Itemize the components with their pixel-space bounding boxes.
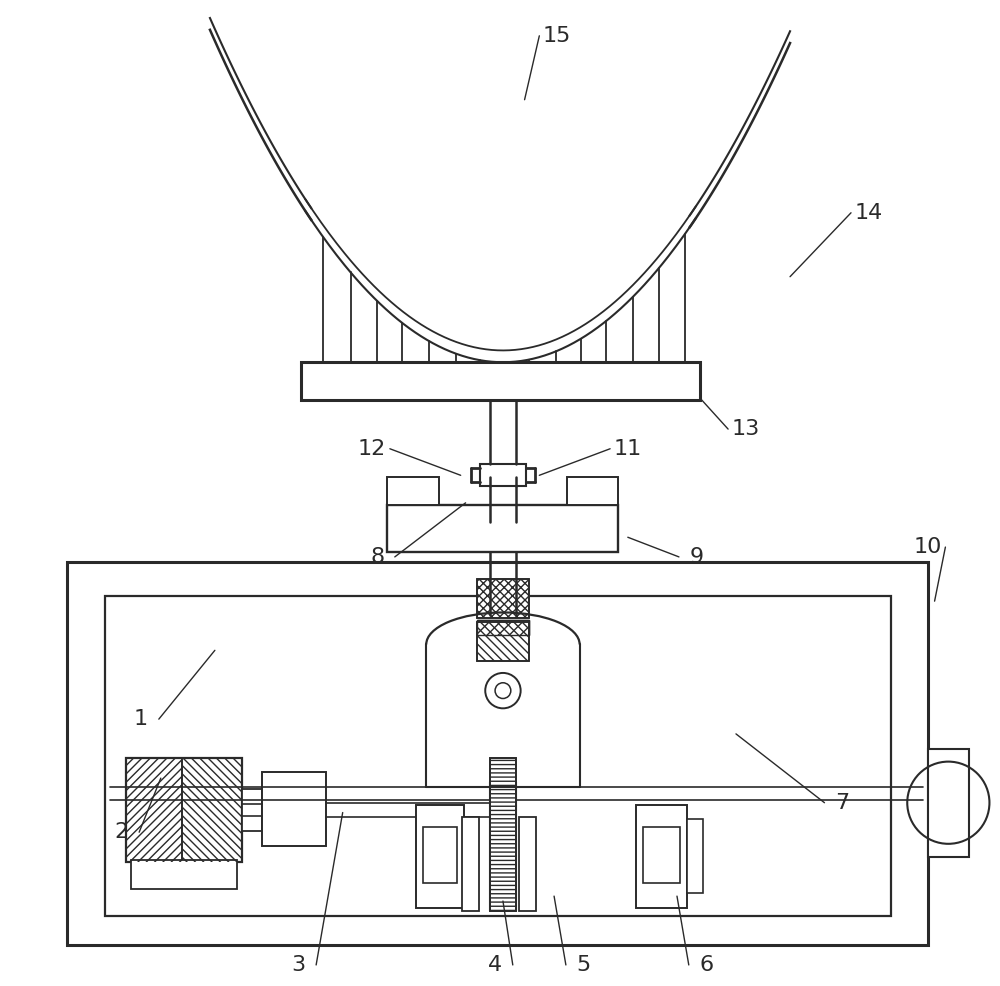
Text: 2: 2 — [114, 822, 129, 842]
Text: 5: 5 — [576, 955, 591, 975]
Bar — [477, 622, 529, 662]
Bar — [636, 805, 687, 908]
Bar — [643, 827, 680, 883]
Text: 10: 10 — [914, 537, 942, 557]
Text: 13: 13 — [732, 419, 760, 439]
Bar — [387, 477, 439, 505]
Bar — [477, 620, 529, 635]
Bar — [490, 758, 516, 911]
Text: 8: 8 — [370, 547, 384, 567]
Bar — [301, 362, 700, 399]
Bar — [67, 562, 928, 946]
Bar — [126, 758, 182, 862]
Bar — [423, 827, 457, 883]
Text: 11: 11 — [614, 439, 642, 458]
Bar — [462, 817, 479, 911]
Bar — [567, 477, 618, 505]
Bar — [519, 817, 536, 911]
Bar — [477, 579, 529, 618]
Text: 9: 9 — [690, 547, 704, 567]
Bar — [126, 758, 242, 862]
Bar — [262, 772, 326, 846]
Bar — [477, 622, 529, 662]
Bar — [480, 464, 526, 486]
Bar — [387, 505, 618, 552]
Text: 14: 14 — [855, 203, 883, 223]
Bar — [477, 620, 529, 635]
Text: 15: 15 — [543, 26, 571, 45]
Bar — [928, 748, 969, 857]
Text: 3: 3 — [291, 955, 306, 975]
Bar — [182, 758, 242, 862]
Text: 4: 4 — [488, 955, 502, 975]
Bar — [242, 790, 262, 831]
Bar — [490, 758, 516, 911]
Bar — [477, 579, 529, 618]
Bar — [687, 819, 703, 893]
Bar — [105, 597, 891, 916]
Text: 1: 1 — [134, 709, 148, 729]
Text: 7: 7 — [835, 793, 849, 812]
Bar — [416, 805, 464, 908]
Text: 12: 12 — [358, 439, 386, 458]
Text: 6: 6 — [699, 955, 714, 975]
Bar — [131, 860, 237, 889]
